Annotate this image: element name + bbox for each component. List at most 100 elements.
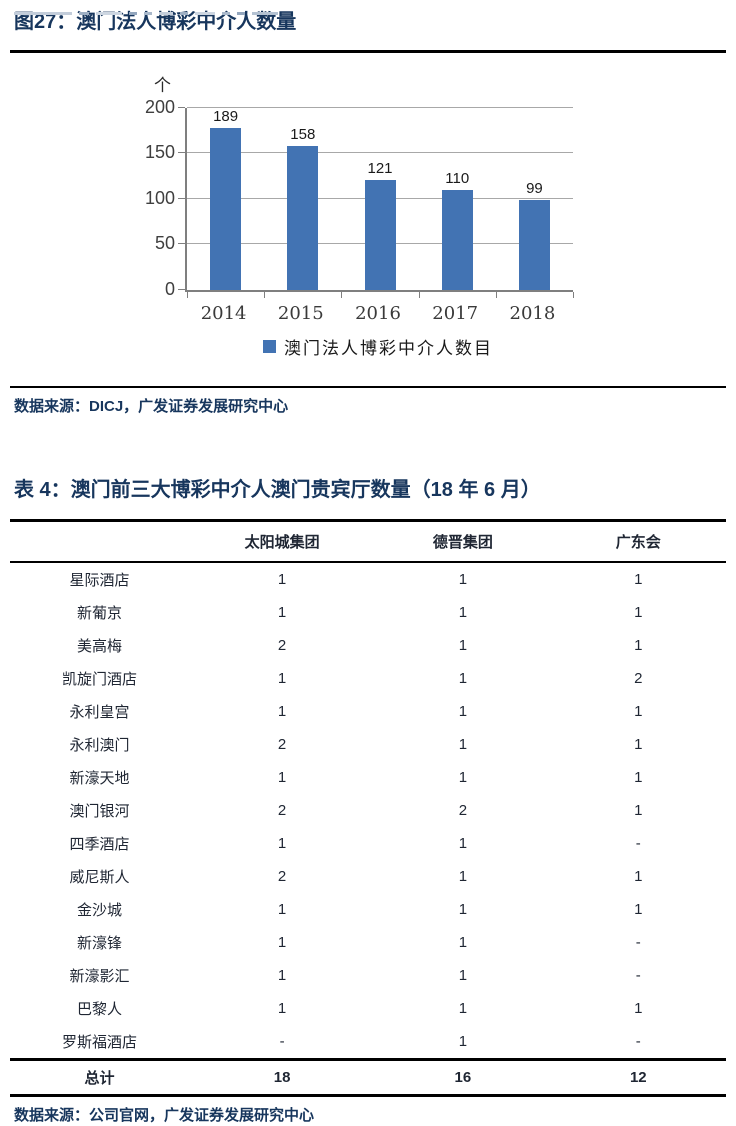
- table-cell: 2: [277, 802, 287, 819]
- table-cell: 1: [277, 835, 287, 852]
- table-header-cell: 广东会: [550, 519, 726, 563]
- figure-source: 数据来源：DICJ，广发证券发展研究中心: [14, 398, 289, 415]
- row-label-cell: 澳门银河: [69, 803, 130, 820]
- table-row: 巴黎人 1 1 1: [10, 992, 726, 1025]
- table-cell: 1: [277, 703, 287, 720]
- table-cell: 1: [634, 571, 643, 588]
- table-row: 金沙城 1 1 1: [10, 893, 726, 926]
- x-axis-labels: 2014 2015 2016 2017 2018: [185, 303, 571, 324]
- table-cell: 1: [634, 901, 643, 918]
- x-tick-mark: [264, 292, 266, 298]
- row-label-cell: 永利皇宫: [69, 704, 130, 721]
- bar-value-label: 110: [445, 170, 470, 187]
- chart-legend: 澳门法人博彩中介人数目: [185, 334, 571, 359]
- total-value-cell: 16: [375, 1058, 551, 1097]
- bar: [210, 128, 242, 290]
- row-label-cell: 星际酒店: [69, 572, 130, 589]
- x-tick-mark: [573, 292, 574, 298]
- x-axis-label: 2015: [277, 303, 324, 324]
- table-cell: 1: [458, 703, 468, 720]
- viproom-table: 太阳城集团 德晋集团 广东会 星际酒店 1 1 1 新葡京 1 1 1 美高梅 2 1 1 凯旋门酒店 1 1 2…: [10, 519, 726, 1097]
- row-label-cell: 威尼斯人: [69, 869, 130, 886]
- total-label-cell: 总计: [10, 1058, 189, 1097]
- table-cell: 1: [458, 967, 468, 984]
- table-cell: 1: [634, 868, 643, 885]
- bar-value-label: 189: [213, 108, 239, 125]
- bar-slot: 110: [419, 108, 496, 290]
- table-cell: 2: [277, 736, 287, 753]
- table-cell: 1: [458, 769, 468, 786]
- table-cell: 2: [277, 868, 287, 885]
- table-cell: 1: [277, 967, 287, 984]
- row-label-cell: 金沙城: [76, 902, 122, 919]
- table-cell: -: [279, 1033, 285, 1050]
- table-row: 永利皇宫 1 1 1: [10, 695, 726, 728]
- row-label-cell: 新濠影汇: [69, 968, 130, 985]
- table-cell: 1: [277, 604, 287, 621]
- table-row: 罗斯福酒店 - 1 -: [10, 1025, 726, 1060]
- y-tick-label: 0: [164, 279, 175, 299]
- table-cell: 1: [634, 703, 643, 720]
- row-label-cell: 罗斯福酒店: [61, 1034, 137, 1051]
- y-tick-mark: [178, 243, 185, 244]
- row-label-cell: 巴黎人: [76, 1001, 122, 1018]
- total-value-cell: 18: [189, 1058, 376, 1097]
- table-row: 新濠影汇 1 1 -: [10, 959, 726, 992]
- table-cell: 1: [634, 736, 643, 753]
- x-axis-label: 2018: [509, 303, 556, 324]
- table-header-cell: 太阳城集团: [189, 519, 376, 563]
- bar-slot: 121: [341, 108, 418, 290]
- table-cell: -: [635, 1033, 641, 1050]
- table-cell: -: [635, 835, 641, 852]
- table-row: 新濠锋 1 1 -: [10, 926, 726, 959]
- x-tick-mark: [495, 292, 497, 298]
- bar: [518, 200, 550, 290]
- legend-swatch: [263, 340, 276, 353]
- table-title: 表 4：澳门前三大博彩中介人澳门贵宾厅数量（18 年 6 月）: [14, 479, 541, 501]
- gridline: [187, 107, 573, 108]
- bar-slot: 158: [264, 108, 341, 290]
- bar-chart: 个 0 50 100 150 200 189 158 121 110 99 2014 2015 201…: [145, 76, 574, 359]
- y-tick-mark: [178, 107, 185, 108]
- table-row: 四季酒店 1 1 -: [10, 827, 726, 860]
- table-cell: 1: [458, 736, 468, 753]
- table-cell: 1: [277, 934, 287, 951]
- row-label-cell: 新葡京: [76, 605, 122, 622]
- table-cell: 1: [458, 835, 468, 852]
- x-axis-label: 2014: [200, 303, 247, 324]
- table-header-cell: 德晋集团: [375, 519, 551, 563]
- row-label-cell: 美高梅: [76, 638, 122, 655]
- x-axis-label: 2016: [355, 303, 401, 324]
- table-cell: 2: [277, 637, 287, 654]
- table-cell: 2: [458, 802, 468, 819]
- table-cell: 1: [458, 670, 468, 687]
- table-row: 星际酒店 1 1 1: [10, 562, 726, 596]
- table-cell: 1: [458, 637, 468, 654]
- x-tick-mark: [187, 292, 188, 298]
- row-label-cell: 凯旋门酒店: [61, 671, 137, 688]
- row-label-cell: 四季酒店: [69, 836, 130, 853]
- x-axis-label: 2017: [432, 303, 479, 324]
- table-row: 澳门银河 2 2 1: [10, 794, 726, 827]
- y-tick-label: 100: [144, 188, 175, 208]
- y-tick-mark: [178, 289, 185, 290]
- table-cell: 1: [277, 901, 287, 918]
- table-cell: 1: [277, 670, 287, 687]
- bar: [287, 146, 319, 290]
- bar-series: 189 158 121 110 99: [187, 108, 573, 290]
- y-tick-mark: [178, 152, 185, 153]
- bar-value-label: 158: [290, 126, 316, 143]
- table-row: 威尼斯人 2 1 1: [10, 860, 726, 893]
- table-total-row: 总计 18 16 12: [10, 1058, 726, 1097]
- table-cell: 1: [277, 1000, 287, 1017]
- table-cell: 2: [634, 670, 643, 687]
- row-label-cell: 新濠天地: [69, 770, 130, 787]
- table-cell: 1: [634, 769, 643, 786]
- table-cell: 1: [634, 1000, 643, 1017]
- table-cell: 1: [458, 604, 468, 621]
- table-cell: 1: [458, 868, 468, 885]
- table-row: 永利澳门 2 1 1: [10, 728, 726, 761]
- table-cell: -: [635, 967, 641, 984]
- table-source: 数据来源：公司官网，广发证券发展研究中心: [14, 1107, 315, 1124]
- table-cell: 1: [277, 571, 287, 588]
